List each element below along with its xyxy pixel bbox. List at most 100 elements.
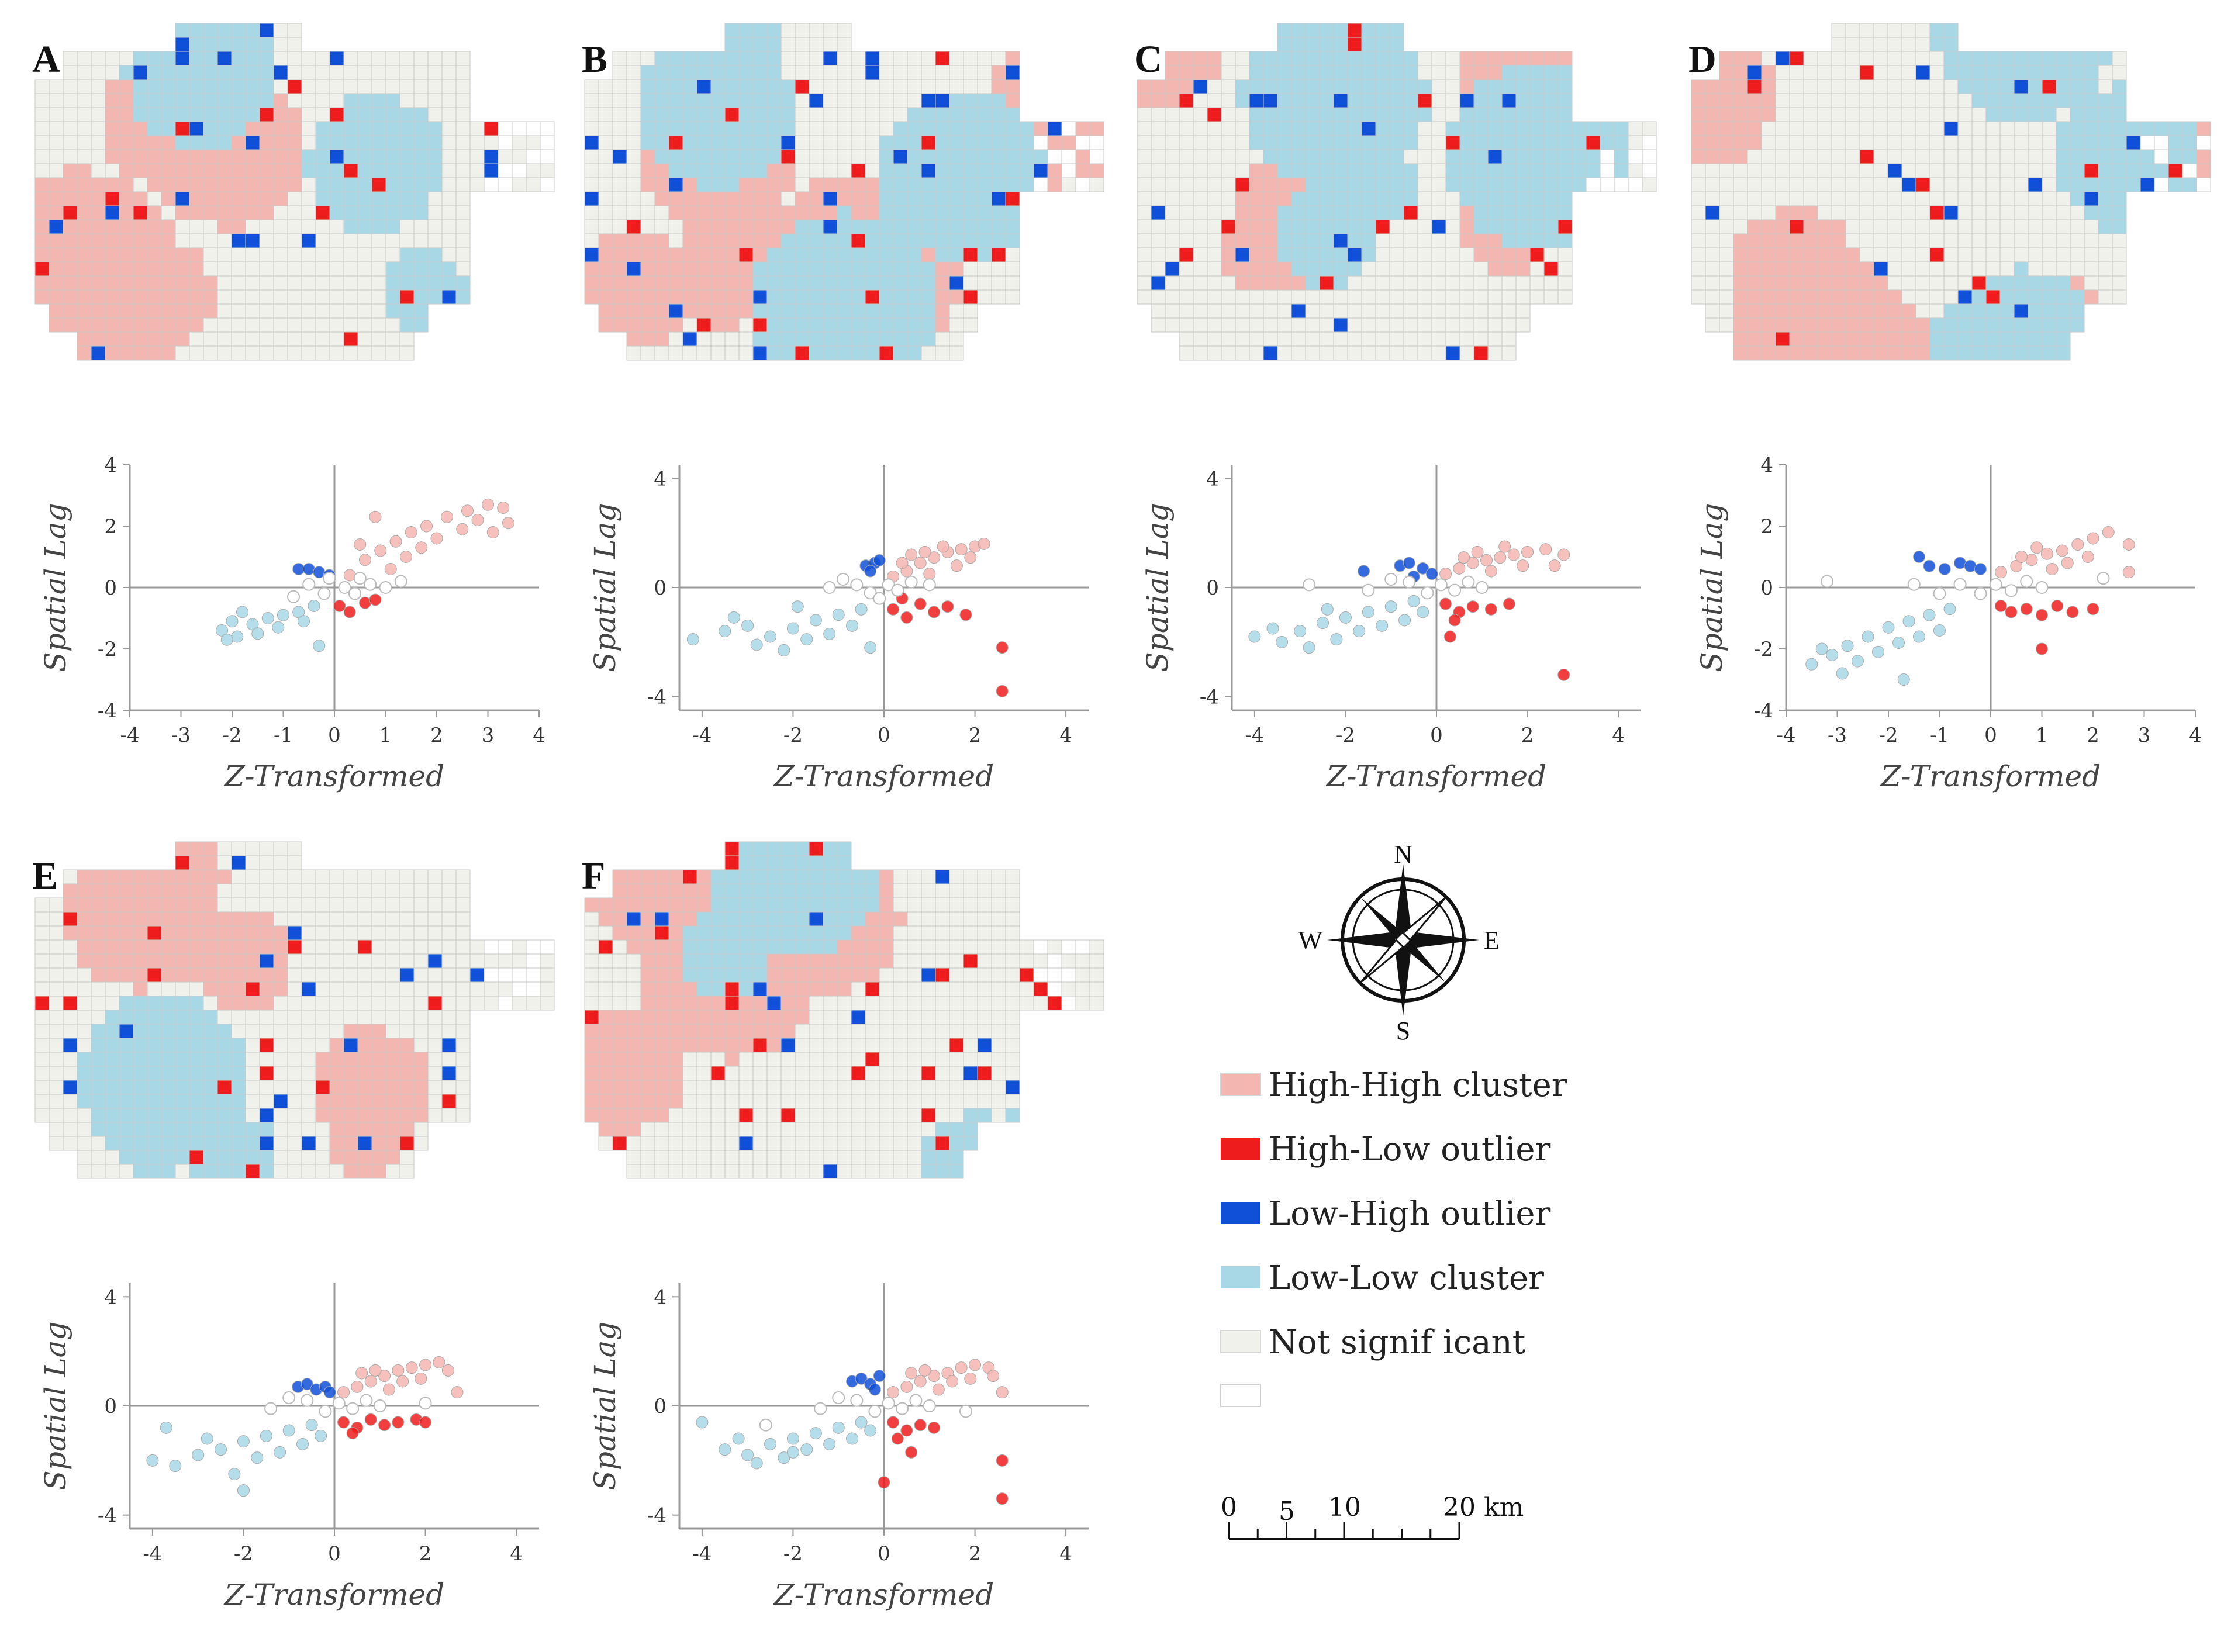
map-cell xyxy=(893,967,908,983)
map-cell xyxy=(851,925,866,941)
map-cell xyxy=(91,135,106,150)
map-cell xyxy=(963,149,978,164)
map-cell xyxy=(1487,51,1503,66)
map-cell xyxy=(1761,205,1776,220)
map-cell xyxy=(189,1108,204,1123)
map-cell xyxy=(795,967,810,983)
point-high-high xyxy=(392,1364,405,1377)
map-cell xyxy=(2154,121,2169,136)
map-cell xyxy=(63,65,78,80)
map-cell xyxy=(1417,107,1432,122)
map-cell xyxy=(203,23,218,38)
map-cell xyxy=(1915,163,1930,178)
point-low-low xyxy=(277,609,289,621)
map-cell xyxy=(189,261,204,277)
map-cell xyxy=(921,233,936,248)
map-cell xyxy=(766,925,782,941)
map-cell xyxy=(1719,317,1734,333)
map-cell xyxy=(175,261,190,277)
map-cell xyxy=(696,1038,712,1053)
map-cell xyxy=(34,289,50,305)
map-cell xyxy=(668,191,683,206)
map-cell xyxy=(949,1150,964,1165)
map-cell xyxy=(752,121,768,136)
map-cell xyxy=(696,897,712,913)
map-cell xyxy=(1305,135,1320,150)
map-cell xyxy=(217,939,232,955)
map-cell xyxy=(1375,191,1390,206)
map-cell xyxy=(752,981,768,997)
map-cell xyxy=(1005,1038,1020,1053)
map-cell xyxy=(1361,37,1376,52)
map-cell xyxy=(1221,331,1236,347)
map-cell xyxy=(907,345,922,361)
map-cell xyxy=(851,79,866,94)
map-cell xyxy=(2056,247,2071,262)
map-cell xyxy=(63,1108,78,1123)
map-cell xyxy=(371,191,386,206)
map-cell xyxy=(823,981,838,997)
map-cell xyxy=(1005,289,1020,305)
point-low-low xyxy=(1248,630,1261,643)
map-cell xyxy=(2028,275,2043,291)
map-cell xyxy=(949,121,964,136)
map-cell xyxy=(105,247,120,262)
map-cell xyxy=(1263,261,1278,277)
map-cell xyxy=(399,1136,415,1151)
point-low-low xyxy=(1913,630,1925,643)
map-cell xyxy=(1985,205,2001,220)
map-cell xyxy=(287,51,302,66)
map-cell xyxy=(963,233,978,248)
panel-label: C xyxy=(1134,38,1162,81)
map-cell xyxy=(175,981,190,997)
map-cell xyxy=(710,897,726,913)
map-cell xyxy=(329,1052,344,1067)
map-cell xyxy=(1915,247,1930,262)
map-cell xyxy=(1831,275,1846,291)
map-cell xyxy=(343,275,358,291)
map-cell xyxy=(2014,289,2029,305)
map-cell xyxy=(1789,79,1804,94)
map-cell xyxy=(1586,149,1601,164)
map-cell xyxy=(949,1094,964,1109)
map-cell xyxy=(301,883,316,898)
map-cell xyxy=(612,303,627,319)
map-cell xyxy=(287,289,302,305)
map-cell xyxy=(795,1164,810,1179)
map-cell xyxy=(1047,135,1062,150)
map-cell xyxy=(1061,163,1076,178)
map-cell xyxy=(949,219,964,234)
map-cell xyxy=(668,1150,683,1165)
map-cell xyxy=(133,177,148,192)
map-cell xyxy=(427,191,443,206)
map-cell xyxy=(77,121,92,136)
map-cell xyxy=(1473,149,1489,164)
map-cell xyxy=(287,163,302,178)
map-cell xyxy=(1529,219,1545,234)
map-cell xyxy=(696,953,712,969)
map-cell xyxy=(357,219,372,234)
map-cell xyxy=(441,869,457,884)
map-cell xyxy=(1459,275,1474,291)
map-cell xyxy=(879,261,894,277)
map-cell xyxy=(1291,317,1306,333)
map-cell xyxy=(1235,65,1250,80)
map-cell xyxy=(498,981,513,997)
map-cell xyxy=(175,939,190,955)
map-cell xyxy=(837,331,852,347)
map-cell xyxy=(1431,247,1446,262)
map-cell xyxy=(343,331,358,347)
point-not-significant xyxy=(959,1405,972,1418)
map-cell xyxy=(427,1024,443,1039)
map-cell xyxy=(977,163,992,178)
map-cell xyxy=(1375,219,1390,234)
map-cell xyxy=(63,1136,78,1151)
map-cell xyxy=(823,855,838,870)
map-cell xyxy=(626,93,641,108)
map-cell xyxy=(2084,51,2099,66)
map-cell xyxy=(133,981,148,997)
map-cell xyxy=(91,275,106,291)
map-cell xyxy=(766,51,782,66)
map-cell xyxy=(1747,135,1762,150)
map-cell xyxy=(91,996,106,1011)
